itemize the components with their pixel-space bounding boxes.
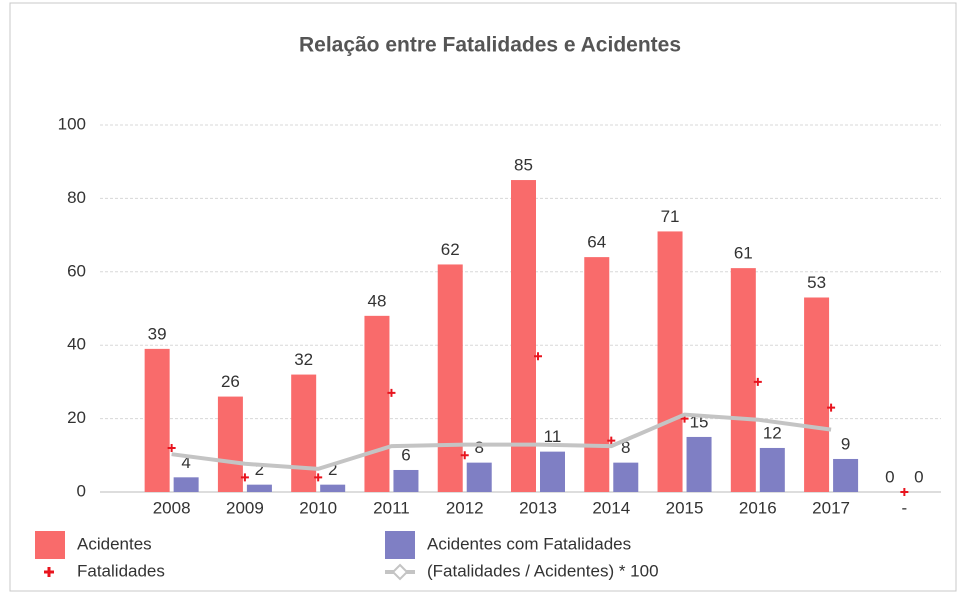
x-tick-label: 2017 [812,498,850,517]
x-tick-label: 2014 [592,498,630,517]
bar [246,484,272,492]
cross-marker [827,403,836,412]
bar [584,257,610,492]
y-tick-label: 100 [58,114,86,133]
legend-label: Fatalidades [77,561,165,580]
cross-marker [900,488,909,496]
y-tick-label: 20 [67,408,86,427]
bar [657,231,683,492]
ratio-line [171,412,832,471]
bar [144,348,170,492]
cross-marker [167,443,176,452]
data-label: 9 [841,434,850,453]
data-label: 8 [621,438,630,457]
legend-label: (Fatalidades / Acidentes) * 100 [427,561,659,580]
bar [393,469,419,492]
data-label: 12 [763,423,782,442]
bar [217,396,243,492]
data-label: 61 [734,244,753,263]
x-tick-label: - [902,498,908,517]
data-label: 2 [328,460,337,479]
cross-marker [460,451,469,460]
bar [833,458,859,492]
y-tick-label: 0 [77,481,86,500]
data-label: 8 [474,438,483,457]
data-label: 64 [587,233,606,252]
data-label: 32 [294,350,313,369]
x-tick-label: 2008 [153,498,191,517]
bar [804,297,830,492]
chart-title: Relação entre Fatalidades e Acidentes [299,34,681,57]
chart-frame [9,2,957,592]
x-tick-label: 2011 [373,498,410,517]
data-label: 2 [255,460,264,479]
x-tick-label: 2009 [226,498,264,517]
y-tick-label: 60 [67,261,86,280]
bar [511,180,536,493]
data-label: 48 [367,291,386,310]
bar [540,451,565,492]
x-tick-label: 2012 [446,498,484,517]
data-label: 6 [401,445,410,464]
data-label: 4 [181,453,190,472]
bar [437,264,463,492]
bar [759,447,785,492]
data-label: 85 [514,156,533,175]
legend-swatch [44,567,54,577]
cross-marker [314,473,323,482]
legend-swatch [391,563,409,581]
bar [320,484,346,492]
legend-label: Acidentes [77,534,152,553]
legend-swatch [35,531,65,559]
bar [686,436,712,492]
legend-swatch [385,531,415,559]
bar [173,477,199,492]
data-label: 62 [441,240,460,259]
x-tick-label: 2016 [739,498,777,517]
bar [291,374,317,492]
bar [364,315,390,492]
cross-marker [607,436,616,445]
bar [613,462,639,492]
y-tick-label: 80 [67,188,86,207]
cross-marker [534,352,542,361]
cross-marker [387,388,396,397]
x-tick-label: 2010 [299,498,337,517]
x-tick-label: 2013 [519,498,557,517]
bar [466,462,492,492]
data-label: 0 [885,467,894,486]
cross-marker [753,377,762,386]
cross-marker [240,473,249,482]
legend-label: Acidentes com Fatalidades [427,534,631,553]
data-label: 39 [148,324,167,343]
data-label: 11 [544,427,562,446]
x-tick-label: 2015 [666,498,704,517]
bar [730,268,756,492]
data-label: 71 [661,207,680,226]
data-label: 0 [914,467,923,486]
data-label: 26 [221,372,240,391]
data-label: 53 [807,273,826,292]
y-tick-label: 40 [67,335,86,354]
